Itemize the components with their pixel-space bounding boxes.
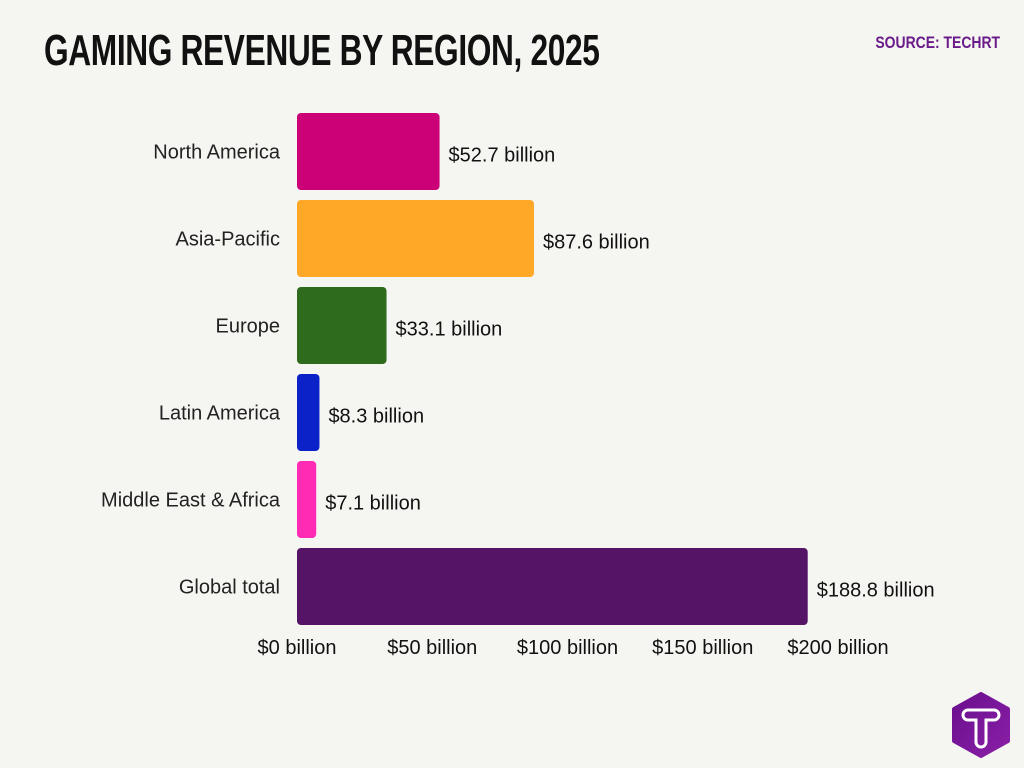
- data-label: $33.1 billion: [396, 319, 503, 341]
- data-label: $52.7 billion: [449, 145, 556, 167]
- bar: [297, 548, 808, 625]
- category-label: North America: [153, 142, 281, 164]
- x-tick-label: $0 billion: [258, 637, 337, 659]
- x-tick-label: $200 billion: [787, 637, 888, 659]
- data-label: $7.1 billion: [325, 493, 421, 515]
- bar: [297, 200, 534, 277]
- data-label: $188.8 billion: [817, 580, 935, 602]
- category-label: Europe: [216, 316, 281, 338]
- x-tick-label: $100 billion: [517, 637, 618, 659]
- category-label: Asia-Pacific: [176, 229, 280, 251]
- data-label: $8.3 billion: [328, 406, 424, 428]
- bar: [297, 374, 320, 451]
- category-label: Latin America: [159, 403, 281, 425]
- bar: [297, 113, 440, 190]
- chart-title: GAMING REVENUE BY REGION, 2025: [44, 26, 600, 75]
- bar: [297, 461, 317, 538]
- source-label: SOURCE: TECHRT: [875, 33, 1000, 52]
- bar: [297, 287, 387, 364]
- data-label: $87.6 billion: [543, 232, 650, 254]
- x-tick-label: $50 billion: [387, 637, 477, 659]
- techrt-logo-icon: [952, 692, 1010, 758]
- category-label: Middle East & Africa: [101, 490, 281, 512]
- x-tick-label: $150 billion: [652, 637, 753, 659]
- category-label: Global total: [179, 577, 280, 599]
- bar-chart: North America $52.7 billion Asia-Pacific $8…: [101, 113, 935, 659]
